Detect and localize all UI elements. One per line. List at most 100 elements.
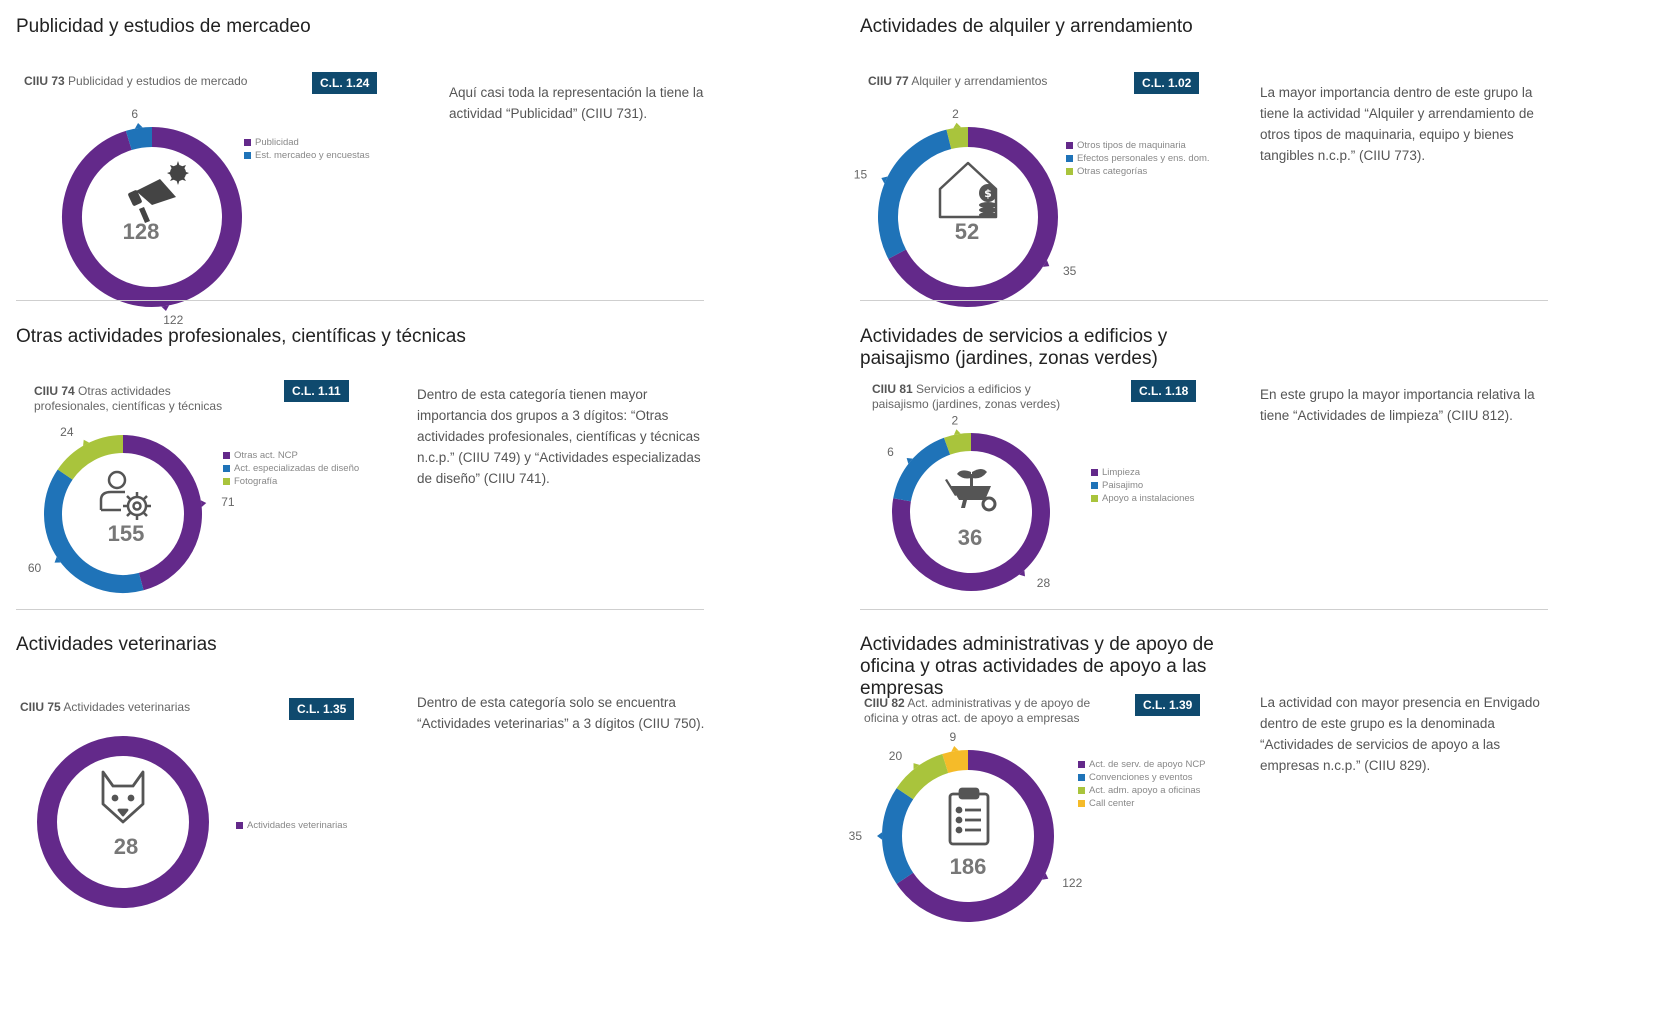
megaphone-icon bbox=[128, 161, 189, 223]
clipboard-list-icon bbox=[948, 787, 990, 846]
donut-total: 36 bbox=[958, 525, 982, 550]
panel-description: En este grupo la mayor importancia relat… bbox=[1260, 387, 1535, 423]
ciiu-code: CIIU 75 bbox=[20, 700, 61, 714]
legend-label: Apoyo a instalaciones bbox=[1102, 493, 1195, 504]
legend-label: Efectos personales y ens. dom. bbox=[1077, 153, 1210, 164]
slice-marker bbox=[134, 123, 143, 129]
donut-slice bbox=[878, 129, 952, 259]
house-money-icon: $ bbox=[938, 161, 998, 219]
donut-chart: 155 71 60 24 bbox=[28, 425, 235, 593]
slice-value-label: 28 bbox=[1037, 576, 1051, 590]
panel-title: Actividades veterinarias bbox=[16, 634, 217, 655]
ciiu-name: Act. administrativas y de apoyo de ofici… bbox=[864, 696, 1091, 725]
panel-veterinarias: Actividades veterinarias CIIU 75 Activid… bbox=[16, 620, 776, 940]
legend-label: Est. mercadeo y encuestas bbox=[255, 150, 370, 161]
slice-marker bbox=[161, 305, 170, 311]
panel-publicidad: Publicidad y estudios de mercadeo CIIU 7… bbox=[16, 2, 776, 327]
cl-badge: C.L. 1.18 bbox=[1131, 380, 1197, 402]
cl-badge: C.L. 1.35 bbox=[289, 698, 355, 720]
slice-marker bbox=[1042, 260, 1050, 267]
panel-administrativas: Actividades administrativas y de apoyo d… bbox=[849, 620, 1620, 940]
panel-description: Dentro de esta categoría tienen mayor im… bbox=[417, 387, 701, 486]
legend-item: Convenciones y eventos bbox=[1078, 771, 1206, 784]
legend-item: Est. mercadeo y encuestas bbox=[244, 149, 370, 162]
donut-slice bbox=[122, 435, 202, 591]
dog-icon bbox=[101, 770, 145, 824]
chart-legend: Publicidad Est. mercadeo y encuestas bbox=[244, 136, 370, 162]
chart-legend: Limpieza Paisajimo Apoyo a instalaciones bbox=[1091, 466, 1194, 505]
legend-label: Otros tipos de maquinaria bbox=[1077, 140, 1186, 151]
legend-item: Publicidad bbox=[244, 136, 370, 149]
ciiu-label: CIIU 75 Actividades veterinarias bbox=[20, 700, 280, 715]
ciiu-code: CIIU 74 bbox=[34, 384, 75, 398]
donut-total: 155 bbox=[108, 521, 145, 546]
ciiu-label: CIIU 73 Publicidad y estudios de mercado bbox=[24, 74, 284, 89]
legend-item: Otras categorías bbox=[1066, 165, 1210, 178]
legend-swatch bbox=[1078, 773, 1085, 781]
legend-swatch bbox=[244, 151, 251, 159]
cl-badge: C.L. 1.11 bbox=[284, 380, 349, 402]
panel-title: Actividades administrativas y de apoyo d… bbox=[860, 634, 1214, 699]
slice-marker bbox=[951, 746, 959, 752]
legend-item: Paisajimo bbox=[1091, 479, 1194, 492]
slice-value-label: 20 bbox=[889, 749, 903, 763]
person-gear-icon bbox=[99, 470, 151, 520]
slice-value-label: 122 bbox=[163, 313, 183, 327]
legend-item: Call center bbox=[1078, 797, 1206, 810]
legend-swatch bbox=[1078, 786, 1085, 794]
legend-label: Fotografía bbox=[234, 476, 278, 487]
ciiu-code: CIIU 81 bbox=[872, 382, 913, 396]
legend-label: Actividades veterinarias bbox=[247, 820, 348, 831]
donut-slice bbox=[942, 750, 969, 774]
slice-value-label: 2 bbox=[952, 107, 959, 121]
donut-slice bbox=[943, 433, 972, 455]
donut-slice bbox=[896, 753, 949, 800]
donut-slice bbox=[57, 435, 124, 480]
ciiu-label: CIIU 82 Act. administrativas y de apoyo … bbox=[864, 696, 1104, 726]
slice-value-label: 2 bbox=[952, 413, 959, 427]
donut-chart: 186 122 35 20 9 bbox=[849, 730, 1083, 922]
panel-profesionales: Otras actividades profesionales, científ… bbox=[16, 312, 776, 632]
slice-marker bbox=[906, 458, 913, 464]
legend-swatch bbox=[236, 821, 243, 829]
slice-marker bbox=[913, 763, 920, 770]
slice-marker bbox=[953, 122, 962, 129]
legend-swatch bbox=[223, 477, 230, 485]
legend-swatch bbox=[1091, 468, 1098, 476]
legend-swatch bbox=[1066, 154, 1073, 162]
ciiu-code: CIIU 73 bbox=[24, 74, 65, 88]
legend-label: Otras act. NCP bbox=[234, 450, 298, 461]
legend-swatch bbox=[223, 464, 230, 472]
legend-swatch bbox=[1078, 799, 1085, 807]
wheelbarrow-plant-icon bbox=[945, 469, 997, 512]
ciiu-name: Actividades veterinarias bbox=[63, 700, 191, 714]
slice-marker bbox=[54, 556, 61, 563]
panel-description: La mayor importancia dentro de este grup… bbox=[1260, 85, 1534, 163]
divider bbox=[16, 609, 704, 610]
slice-marker bbox=[881, 176, 888, 184]
panel-alquiler: Actividades de alquiler y arrendamiento … bbox=[854, 2, 1620, 322]
panel-title: Otras actividades profesionales, científ… bbox=[16, 326, 466, 347]
legend-label: Publicidad bbox=[255, 137, 299, 148]
slice-marker bbox=[83, 439, 90, 446]
legend-label: Paisajimo bbox=[1102, 480, 1144, 491]
chart-legend: Act. de serv. de apoyo NCP Convenciones y… bbox=[1078, 758, 1206, 810]
donut-slice bbox=[893, 437, 951, 502]
donut-total: 52 bbox=[955, 219, 979, 244]
legend-swatch bbox=[244, 138, 251, 146]
legend-label: Act. de serv. de apoyo NCP bbox=[1089, 759, 1206, 770]
donut-chart: 28 bbox=[37, 736, 209, 908]
ciiu-label: CIIU 77 Alquiler y arrendamientos bbox=[868, 74, 1128, 89]
donut-chart: $ 52 35 15 2 bbox=[854, 107, 1077, 307]
slice-value-label: 6 bbox=[131, 107, 138, 121]
slice-marker bbox=[953, 429, 961, 435]
legend-item: Limpieza bbox=[1091, 466, 1194, 479]
donut-slice bbox=[888, 127, 1058, 307]
donut-total: 28 bbox=[114, 834, 138, 859]
legend-swatch bbox=[1091, 494, 1098, 502]
legend-label: Otras categorías bbox=[1077, 166, 1148, 177]
panel-description: Aquí casi toda la representación la tien… bbox=[449, 85, 704, 121]
donut-total: 186 bbox=[950, 854, 987, 879]
slice-marker bbox=[1019, 570, 1025, 577]
legend-label: Limpieza bbox=[1102, 467, 1141, 478]
